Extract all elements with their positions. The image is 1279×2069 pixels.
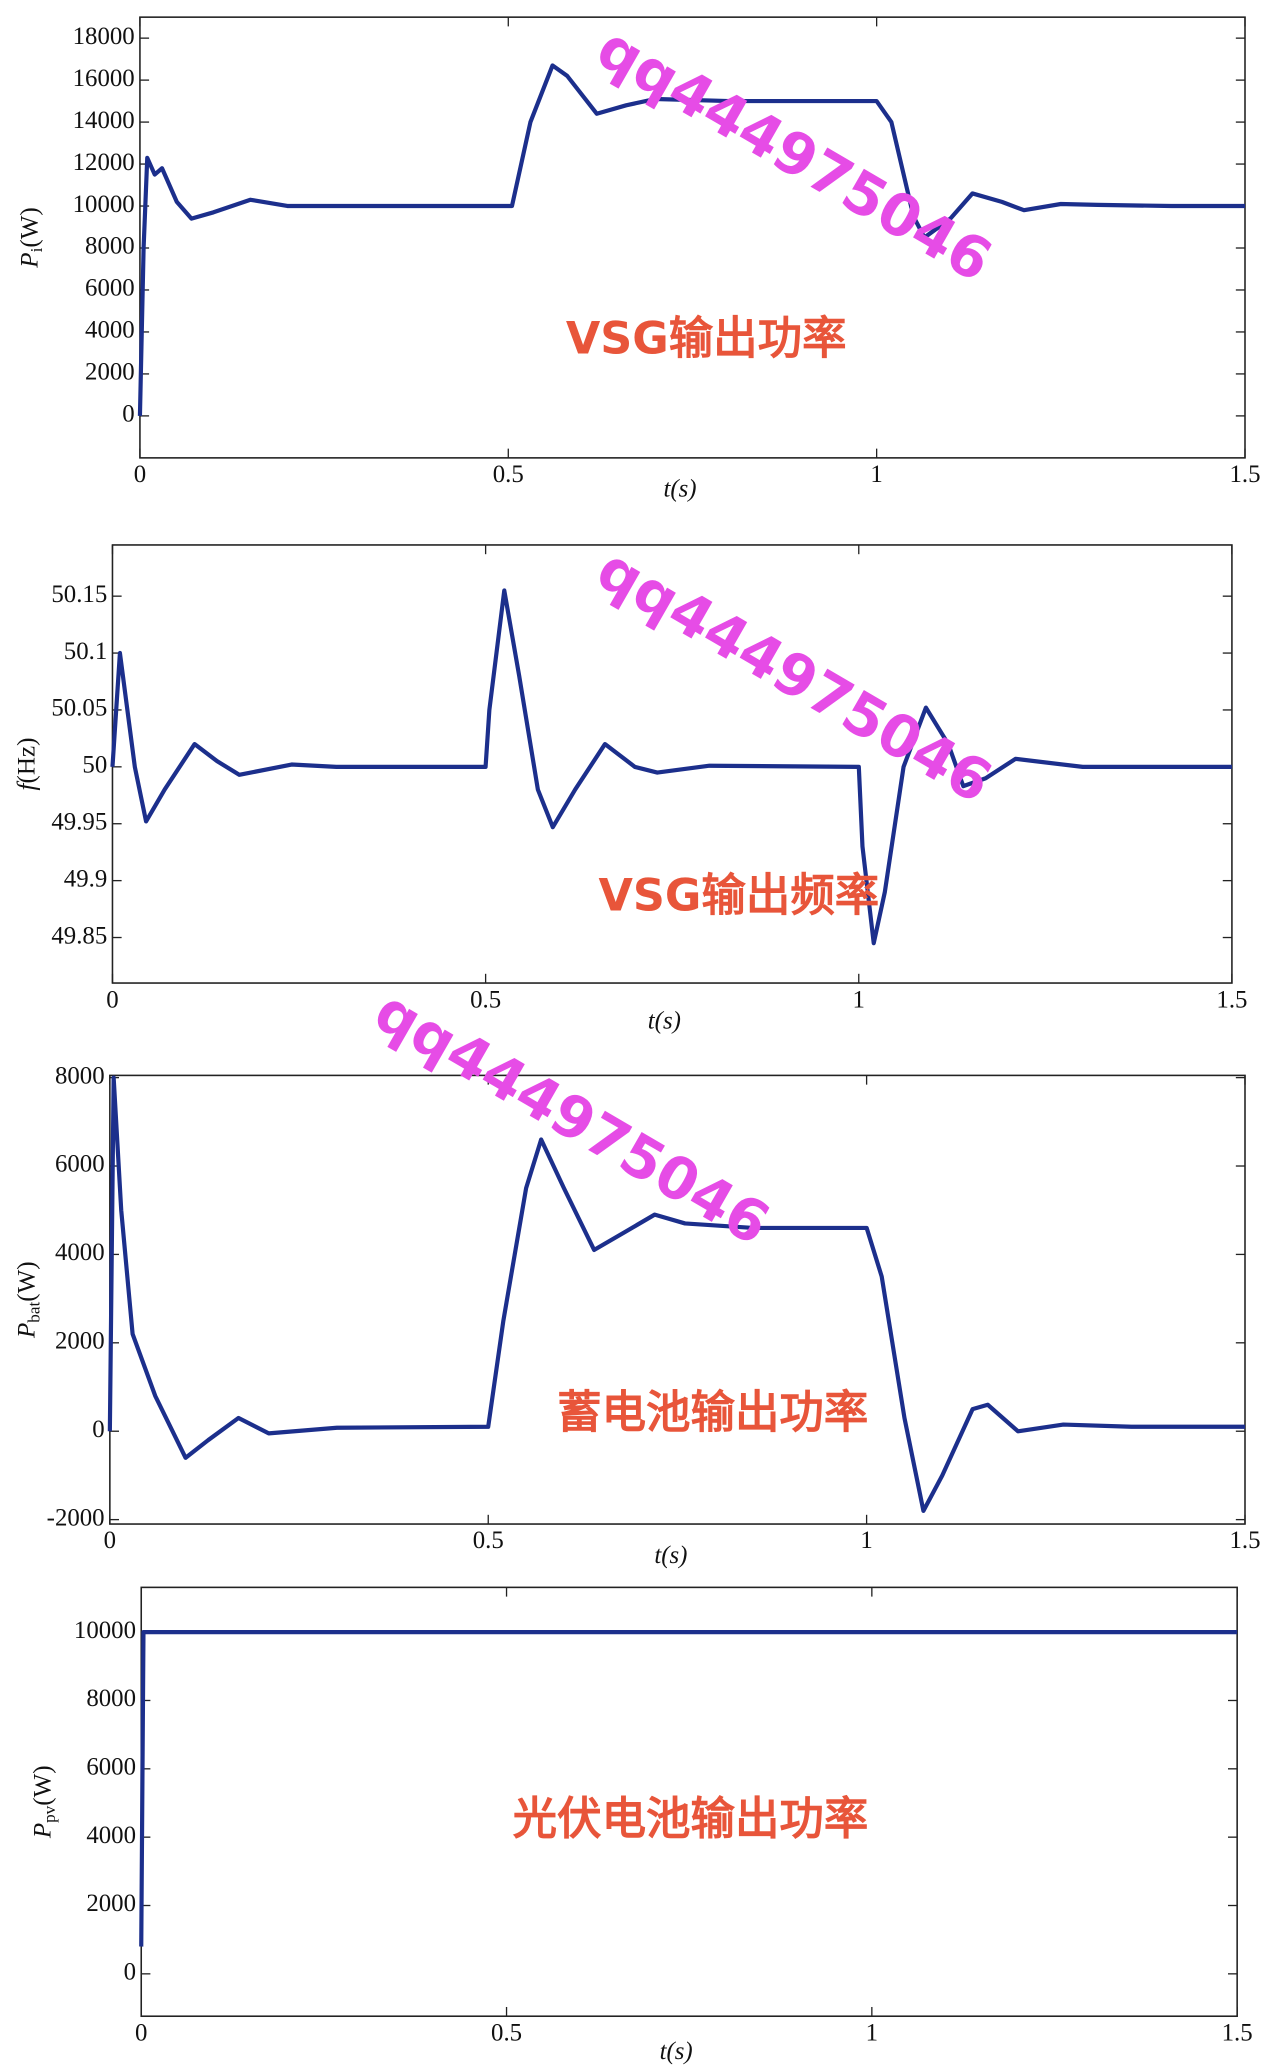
y-tick-label: 2000 bbox=[85, 359, 135, 386]
data-line bbox=[107, 1075, 1245, 1513]
y-tick-label: 8000 bbox=[85, 233, 135, 260]
x-tick-label: 1 bbox=[866, 2019, 878, 2046]
y-tick-label: 6000 bbox=[86, 1753, 136, 1780]
y-tick-label: 50 bbox=[82, 751, 107, 778]
y-axis-label-part: P bbox=[14, 1323, 41, 1339]
y-axis-label-part: (Hz) bbox=[14, 738, 41, 784]
y-tick-label: 4000 bbox=[86, 1822, 136, 1849]
x-tick-label: 0.5 bbox=[491, 2019, 522, 2046]
x-tick-label: 1.5 bbox=[1229, 461, 1260, 488]
y-axis-label-part: (W) bbox=[14, 1261, 41, 1301]
annotation: 光伏电池输出功率 bbox=[513, 1793, 869, 1845]
y-axis-label-part: bat bbox=[24, 1302, 43, 1323]
annotation: VSG输出频率 bbox=[599, 869, 880, 921]
x-tick-label: 0.5 bbox=[493, 461, 524, 488]
x-tick-label: 0.5 bbox=[473, 1527, 504, 1554]
data-line bbox=[139, 1629, 1238, 1947]
x-tick-label: 0.5 bbox=[470, 986, 501, 1013]
y-tick-label: 8000 bbox=[86, 1685, 136, 1712]
y-tick-label: 49.9 bbox=[64, 865, 107, 892]
data-line bbox=[137, 63, 1245, 416]
watermark: qq444975046 bbox=[364, 976, 781, 1258]
watermark: qq444975046 bbox=[586, 13, 1003, 295]
x-tick-label: 1 bbox=[870, 461, 882, 488]
y-tick-label: 12000 bbox=[73, 149, 135, 176]
x-tick-label: 1.5 bbox=[1216, 986, 1247, 1013]
x-tick-label: 0 bbox=[135, 2019, 147, 2046]
x-tick-label: 0 bbox=[104, 1527, 116, 1554]
x-tick-label: 1 bbox=[853, 986, 865, 1013]
y-tick-label: 50.05 bbox=[51, 695, 107, 722]
x-axis-label: t(s) bbox=[660, 2038, 693, 2065]
y-axis-label-part: P bbox=[29, 1823, 56, 1839]
y-tick-label: 2000 bbox=[86, 1890, 136, 1917]
y-tick-label: 14000 bbox=[73, 107, 135, 134]
x-axis-label: t(s) bbox=[654, 1542, 687, 1569]
y-tick-label: 0 bbox=[92, 1416, 104, 1443]
y-axis-label-part: i bbox=[27, 247, 46, 252]
y-tick-label: -2000 bbox=[47, 1504, 105, 1531]
y-tick-label: 50.1 bbox=[64, 638, 107, 665]
y-axis-label: f(Hz) bbox=[14, 738, 41, 791]
y-axis-label: Pbat(W) bbox=[14, 1261, 44, 1339]
watermark: qq444975046 bbox=[586, 534, 1003, 816]
y-tick-label: 4000 bbox=[85, 317, 135, 344]
x-tick-label: 1 bbox=[860, 1527, 872, 1554]
y-tick-label: 49.85 bbox=[51, 922, 107, 949]
x-tick-label: 1.5 bbox=[1229, 1527, 1260, 1554]
x-axis-label: t(s) bbox=[648, 1007, 681, 1034]
y-tick-label: 4000 bbox=[55, 1239, 105, 1266]
y-tick-label: 10000 bbox=[74, 1617, 136, 1644]
x-tick-label: 1.5 bbox=[1222, 2019, 1253, 2046]
y-axis-label-part: (W) bbox=[16, 207, 43, 247]
annotation: VSG输出功率 bbox=[566, 312, 847, 364]
x-tick-label: 0 bbox=[106, 986, 118, 1013]
y-tick-label: 6000 bbox=[55, 1151, 105, 1178]
y-axis-label-part: (W) bbox=[29, 1765, 56, 1805]
y-tick-label: 2000 bbox=[55, 1327, 105, 1354]
x-tick-label: 0 bbox=[134, 461, 146, 488]
y-tick-label: 18000 bbox=[73, 23, 135, 50]
y-tick-label: 50.15 bbox=[51, 581, 107, 608]
y-axis-label-part: pv bbox=[40, 1805, 59, 1823]
y-axis-label-part: f bbox=[14, 780, 41, 790]
y-tick-label: 10000 bbox=[73, 191, 135, 218]
y-tick-label: 8000 bbox=[55, 1062, 105, 1089]
x-axis-label: t(s) bbox=[663, 476, 696, 503]
y-tick-label: 6000 bbox=[85, 275, 135, 302]
data-line bbox=[110, 588, 1232, 946]
y-tick-label: 0 bbox=[122, 401, 134, 428]
y-tick-label: 16000 bbox=[73, 65, 135, 92]
y-axis-label: Ppv(W) bbox=[29, 1765, 59, 1839]
plot-frame bbox=[139, 16, 1246, 459]
y-tick-label: 49.95 bbox=[51, 808, 107, 835]
y-tick-label: 0 bbox=[124, 1958, 136, 1985]
annotation: 蓄电池输出功率 bbox=[557, 1387, 868, 1439]
y-axis-label-part: P bbox=[16, 252, 43, 268]
y-axis-label: Pi(W) bbox=[16, 207, 46, 268]
